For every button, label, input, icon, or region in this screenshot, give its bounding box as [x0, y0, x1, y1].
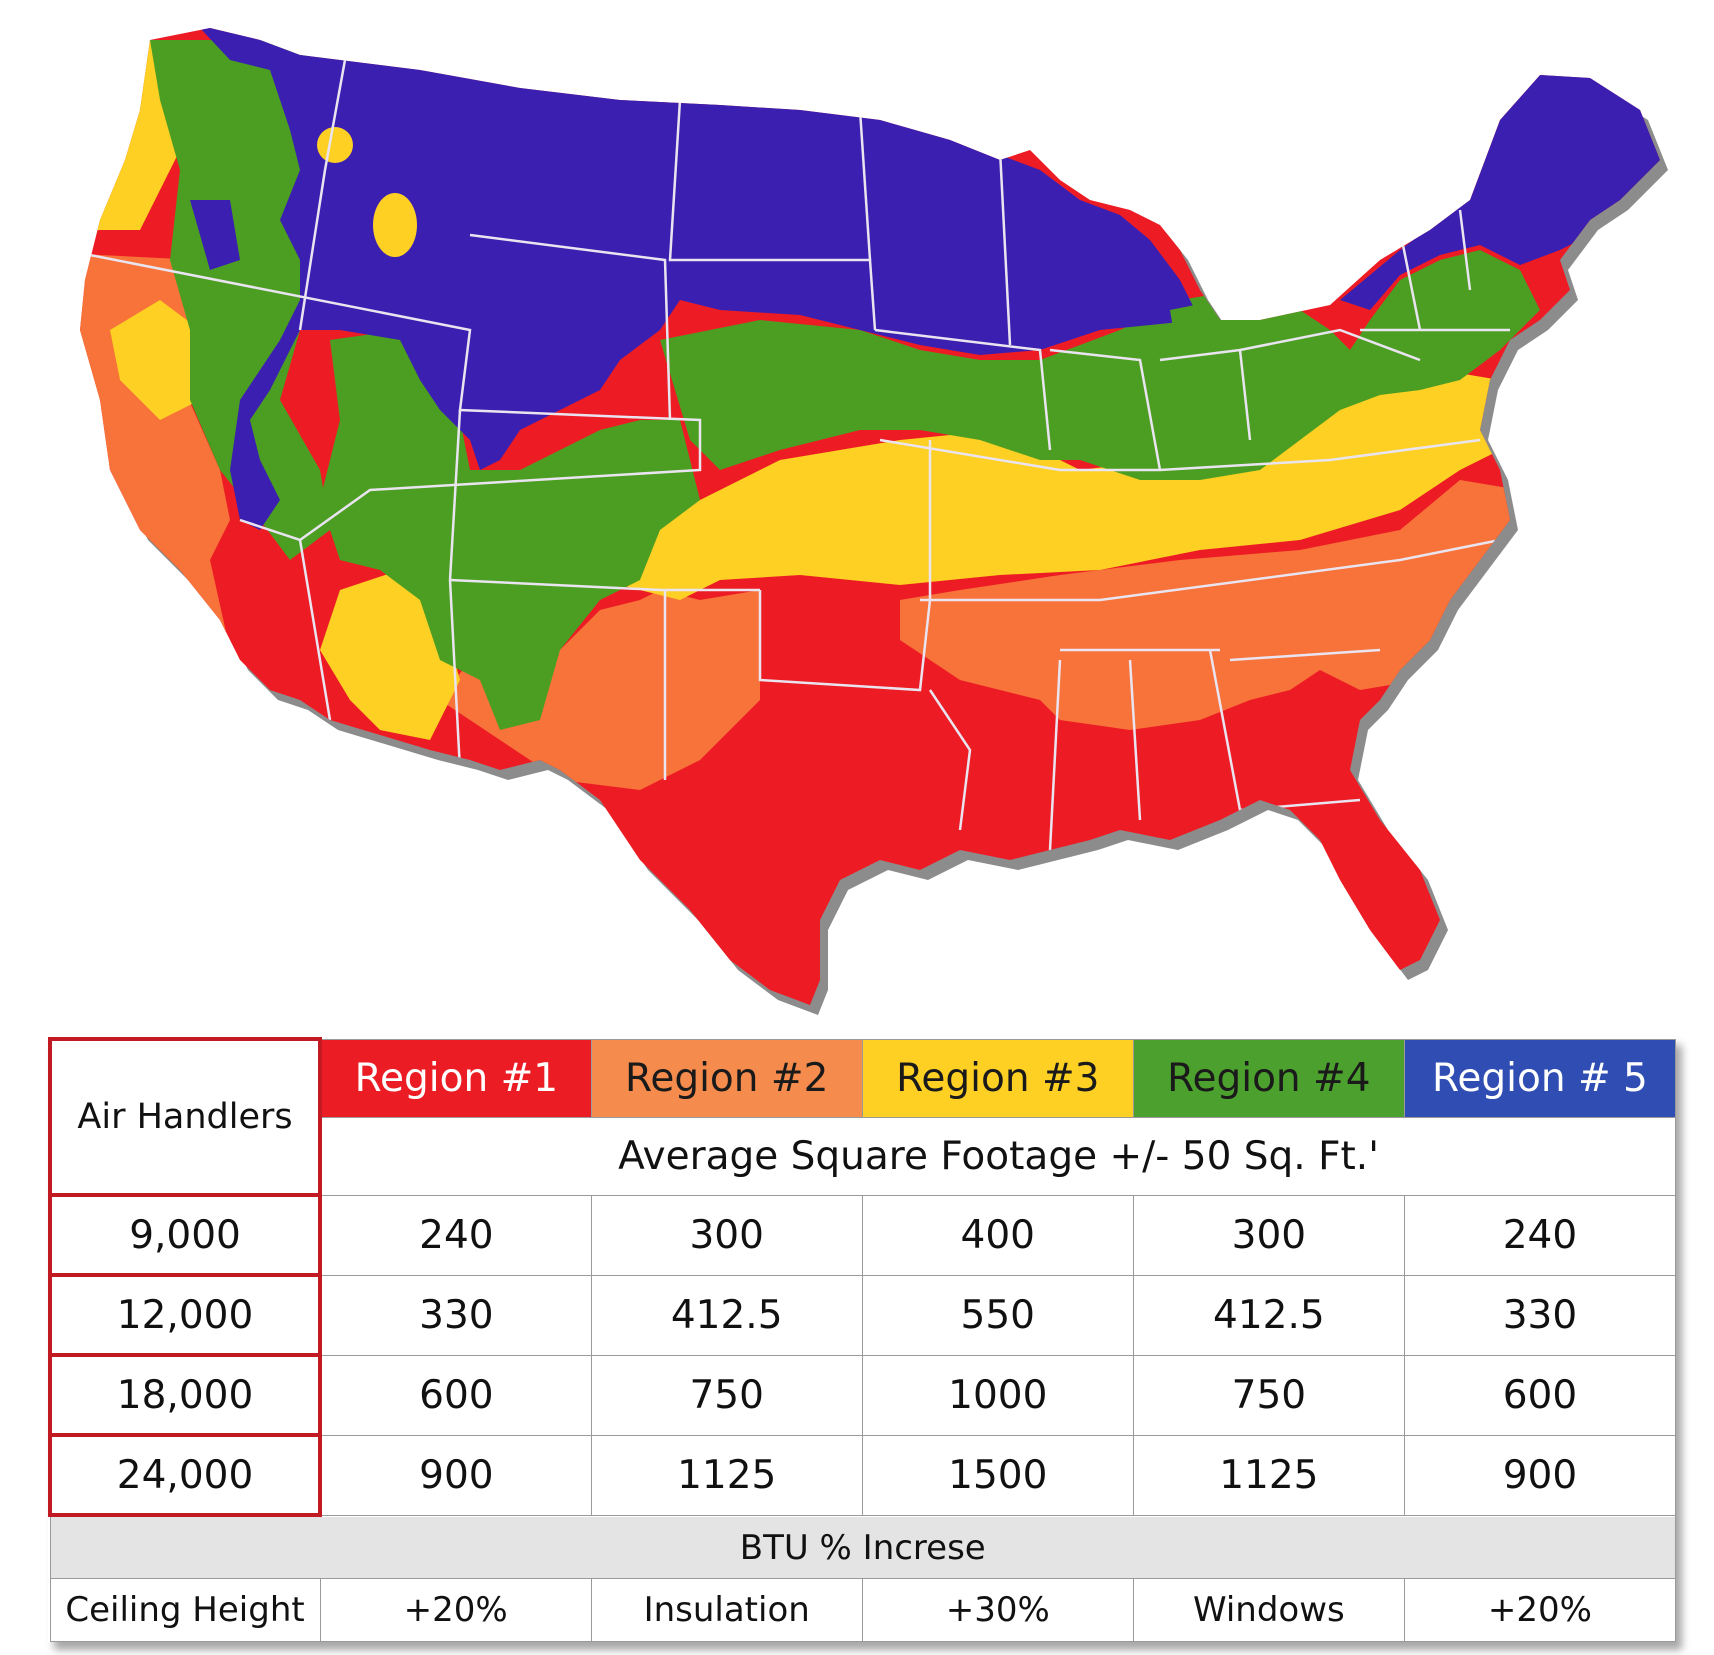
region-2-area	[80, 250, 1520, 790]
region-4-header: Region #4	[1132, 1038, 1405, 1118]
sqft-cell: 750	[1132, 1354, 1405, 1436]
sqft-cell: 300	[590, 1194, 863, 1276]
sqft-cell: 750	[590, 1354, 863, 1436]
sqft-cell: 600	[319, 1354, 592, 1436]
sqft-cell: 240	[319, 1194, 592, 1276]
windows-value: +20%	[1403, 1578, 1677, 1642]
region-3-patch	[373, 193, 417, 257]
sqft-cell: 550	[861, 1274, 1134, 1356]
sqft-cell: 1125	[590, 1434, 863, 1516]
air-handlers-header: Air Handlers	[47, 1037, 323, 1197]
sqft-cell: 412.5	[590, 1274, 863, 1356]
sqft-cell: 1000	[861, 1354, 1134, 1436]
insulation-value: +30%	[861, 1578, 1134, 1642]
sqft-cell: 300	[1132, 1194, 1405, 1276]
region-3-area	[80, 40, 1520, 740]
btu-increase-header: BTU % Increse	[49, 1514, 1676, 1579]
windows-label: Windows	[1132, 1578, 1405, 1642]
state-boundaries	[89, 59, 1510, 851]
region-4-patch	[1170, 300, 1250, 370]
region-1-header: Region #1	[319, 1038, 592, 1118]
table-row: 12,000 330 412.5 550 412.5 330	[47, 1273, 1677, 1357]
sqft-cell: 400	[861, 1194, 1134, 1276]
sqft-cell: 330	[319, 1274, 592, 1356]
region-5-area	[190, 28, 1660, 530]
sqft-cell: 900	[319, 1434, 592, 1516]
table-row: 24,000 900 1125 1500 1125 900	[47, 1433, 1677, 1517]
ceiling-height-value: +20%	[319, 1578, 592, 1642]
btu-sizing-table: Air Handlers Region #1 Region #2 Region …	[47, 1037, 1677, 1642]
btu-cell: 9,000	[47, 1193, 323, 1277]
table-row: 9,000 240 300 400 300 240	[47, 1193, 1677, 1277]
region-2-header: Region #2	[590, 1038, 863, 1118]
region-3-header: Region #3	[861, 1038, 1134, 1118]
insulation-label: Insulation	[590, 1578, 863, 1642]
sqft-cell: 330	[1403, 1274, 1677, 1356]
btu-cell: 12,000	[47, 1273, 323, 1357]
adjustments-row: Ceiling Height +20% Insulation +30% Wind…	[49, 1578, 1677, 1642]
table-row: 18,000 600 750 1000 750 600	[47, 1353, 1677, 1437]
sqft-cell: 900	[1403, 1434, 1677, 1516]
ceiling-height-label: Ceiling Height	[49, 1578, 321, 1642]
climate-region-map	[80, 28, 1668, 1015]
region-4-area	[150, 40, 1540, 730]
sqft-cell: 240	[1403, 1194, 1677, 1276]
region-5-header: Region # 5	[1403, 1038, 1677, 1118]
sqft-cell: 1125	[1132, 1434, 1405, 1516]
btu-cell: 24,000	[47, 1433, 323, 1517]
sqft-cell: 600	[1403, 1354, 1677, 1436]
sqft-cell: 412.5	[1132, 1274, 1405, 1356]
region-3-patch	[317, 127, 353, 163]
btu-cell: 18,000	[47, 1353, 323, 1437]
sqft-cell: 1500	[861, 1434, 1134, 1516]
square-footage-subheader: Average Square Footage +/- 50 Sq. Ft.'	[319, 1116, 1677, 1196]
